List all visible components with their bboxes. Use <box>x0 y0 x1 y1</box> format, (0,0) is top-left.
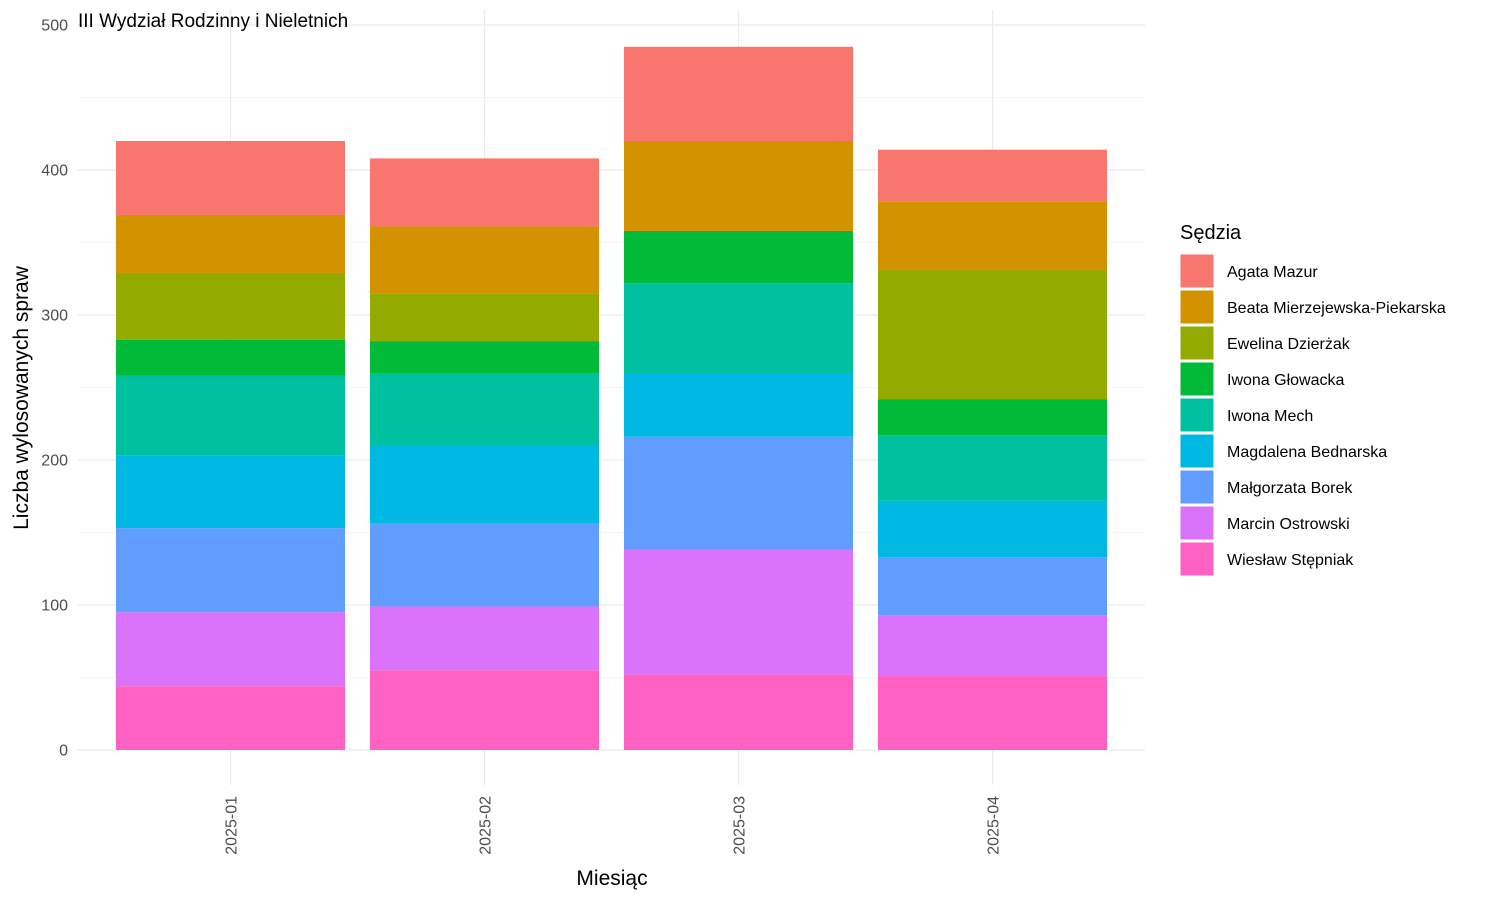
y-axis-title: Liczba wylosowanych spraw <box>10 265 33 530</box>
legend-label: Iwona Głowacka <box>1227 372 1344 389</box>
legend-title: Sędzia <box>1180 222 1242 244</box>
y-tick-label: 0 <box>59 743 68 760</box>
bar-segment <box>370 373 599 446</box>
bar-segment <box>878 676 1107 750</box>
bar-segment <box>116 141 345 215</box>
bar-segment <box>878 201 1107 271</box>
bar-segment <box>624 46 853 141</box>
legend-key <box>1179 253 1215 289</box>
bar-segment <box>116 272 345 340</box>
bar-segment <box>878 557 1107 616</box>
legend-label: Małgorzata Borek <box>1227 480 1353 497</box>
legend-key <box>1179 289 1215 325</box>
x-tick-label: 2025-04 <box>986 796 1003 855</box>
x-axis-title: Miesiąc <box>576 867 647 890</box>
bar-segment <box>370 606 599 671</box>
legend-key <box>1179 361 1215 397</box>
bar-segment <box>624 674 853 750</box>
bar-segment <box>624 549 853 675</box>
bar-segment <box>624 230 853 284</box>
bar-segment <box>370 670 599 750</box>
bar-segment <box>116 455 345 529</box>
bar-segment <box>878 500 1107 558</box>
legend-label: Magdalena Bednarska <box>1227 444 1387 461</box>
bar-segment <box>878 435 1107 501</box>
legend-key <box>1179 505 1215 541</box>
y-tick-label: 100 <box>41 598 68 615</box>
bar-segment <box>624 373 853 437</box>
bar-segment <box>116 686 345 750</box>
bar-segment <box>624 141 853 231</box>
bar-segment <box>624 283 853 373</box>
bar-segment <box>878 399 1107 436</box>
y-axis-ticks: 0 100 200 300 400 500 <box>41 18 68 760</box>
x-tick-label: 2025-02 <box>478 796 495 855</box>
x-tick-label: 2025-01 <box>224 796 241 855</box>
legend-label: Marcin Ostrowski <box>1227 516 1350 533</box>
bar-segment <box>878 615 1107 677</box>
bar-segment <box>116 612 345 687</box>
chart-title: III Wydział Rodzinny i Nieletnich <box>78 11 348 32</box>
legend-label: Wiesław Stępniak <box>1227 552 1354 569</box>
legend-label: Iwona Mech <box>1227 408 1313 425</box>
legend-key <box>1179 433 1215 469</box>
bar-segment <box>878 270 1107 400</box>
bar-segment <box>116 528 345 613</box>
y-tick-label: 200 <box>41 453 68 470</box>
bars <box>116 46 1107 750</box>
bar-segment <box>370 445 599 524</box>
bar-segment <box>370 523 599 607</box>
y-tick-label: 300 <box>41 308 68 325</box>
legend-key <box>1179 325 1215 361</box>
bar-segment <box>116 375 345 456</box>
x-axis-ticks: 2025-01 2025-02 2025-03 2025-04 <box>224 796 1003 855</box>
bar-segment <box>878 149 1107 202</box>
bar-segment <box>624 436 853 550</box>
y-tick-label: 500 <box>41 18 68 35</box>
legend-key <box>1179 469 1215 505</box>
legend-label: Agata Mazur <box>1227 264 1318 281</box>
legend-label: Ewelina Dzierżak <box>1227 336 1351 353</box>
bar-segment <box>370 158 599 227</box>
bar-segment <box>116 339 345 376</box>
bar-segment <box>370 293 599 342</box>
bar-segment <box>116 214 345 273</box>
x-tick-label: 2025-03 <box>732 796 749 855</box>
legend: Sędzia Agata Mazur Beata Mierzejewska-Pie… <box>1179 222 1446 577</box>
bar-segment <box>370 226 599 294</box>
legend-label: Beata Mierzejewska-Piekarska <box>1227 300 1446 317</box>
legend-key <box>1179 541 1215 577</box>
legend-key <box>1179 397 1215 433</box>
y-tick-label: 400 <box>41 163 68 180</box>
bar-segment <box>370 341 599 373</box>
